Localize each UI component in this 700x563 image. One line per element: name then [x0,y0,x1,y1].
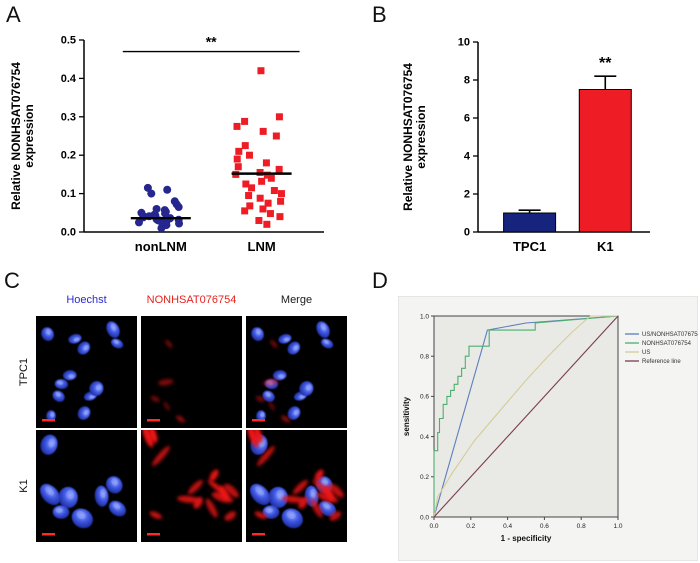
significance-stars: ** [599,55,612,72]
bar-TPC1: TPC1 [503,209,557,254]
micrograph-tpc1-nonhsat076754 [141,316,242,428]
svg-text:8: 8 [464,75,470,87]
scale-bar [252,419,265,422]
svg-text:0.6: 0.6 [540,523,549,530]
svg-text:Reference line: Reference line [642,359,681,365]
nuclei [41,321,124,422]
y-axis: 0.0 0.1 0.2 0.3 0.4 0.5 [61,35,324,239]
svg-text:0.5: 0.5 [61,35,76,47]
svg-text:10: 10 [458,37,470,49]
column-header-nonhsat076754: NONHSAT076754 [146,294,237,306]
svg-text:0.4: 0.4 [503,523,512,530]
scale-bar [42,533,55,536]
svg-text:0.1: 0.1 [61,188,76,200]
rna-signal [150,339,185,423]
roc-curve-us [433,315,618,518]
x-axis-title: 1 - specificity [501,534,552,543]
panel-a-label: A [6,2,21,27]
svg-text:6: 6 [464,113,470,125]
nuclei [251,321,334,422]
svg-text:0.4: 0.4 [61,73,77,85]
rna-signal [142,430,239,521]
svg-text:K1: K1 [597,239,614,254]
scale-bar [42,419,55,422]
legend: US/NONHSAT076754 NONHSAT076754 US Reference… [625,332,698,365]
scatter-plot-nonlnm-vs-lnm: 0.0 0.1 0.2 0.3 0.4 0.5 Relative NONHSAT076754… [10,34,324,254]
micrograph-k1-hoechst [36,430,137,542]
x-category-label: nonLNM [135,239,187,254]
micrograph-k1-nonhsat076754 [141,430,242,542]
column-header-merge: Merge [280,294,313,306]
svg-text:US/NONHSAT076754: US/NONHSAT076754 [642,332,698,338]
column-header-hoechst: Hoechst [66,294,107,306]
axes: 0.0 0.2 0.4 0.6 0.8 1.0 0.0 0.2 0.4 0.6 0.8 1.0 [420,313,623,530]
svg-text:NONHSAT076754: NONHSAT076754 [642,341,692,347]
bar-chart-tpc1-vs-k1: 0 2 4 6 8 10 Relative NONHSAT076754expression T… [401,37,650,254]
svg-text:0.0: 0.0 [429,523,438,530]
series-nonLNM [130,183,191,233]
panel-d-label: D [372,268,388,293]
svg-text:0.2: 0.2 [420,474,429,481]
panel-c-label: C [4,268,20,293]
svg-text:1.0: 1.0 [613,523,622,530]
svg-text:0.6: 0.6 [420,394,429,401]
micrograph-k1-merge [246,430,347,542]
svg-text:US: US [642,350,650,356]
svg-text:TPC1: TPC1 [513,239,546,254]
roc-curve-reference-line [433,315,619,518]
y-axis-title: Relative NONHSAT076754expression [401,63,428,211]
y-axis-title: Relative NONHSAT076754expression [10,62,36,210]
nuclei [250,434,336,529]
row-label-tpc1: TPC1 [18,357,30,387]
roc-curve-plot: 0.0 0.2 0.4 0.6 0.8 1.0 0.0 0.2 0.4 0.6 0.8 1.0 1 - … [398,296,698,561]
scale-bar [147,533,160,536]
micrograph-tpc1-merge [246,316,347,428]
bar-K1: K1 [578,75,632,254]
row-label-k1: K1 [18,479,30,493]
svg-text:0.2: 0.2 [466,523,475,530]
roc-curve-nonhsat076754 [433,315,619,517]
svg-defs [0,0,1,1]
svg-text:0.3: 0.3 [61,111,76,123]
nuclei [40,434,126,529]
micrograph-tpc1-hoechst [36,316,137,428]
scale-bar [252,533,265,536]
scale-bar [147,419,160,422]
rna-signal [247,430,344,521]
svg-text:0.8: 0.8 [577,523,586,530]
svg-text:4: 4 [464,151,471,163]
svg-text:0.4: 0.4 [420,434,429,441]
series-LNM [231,67,292,228]
svg-text:1.0: 1.0 [420,313,429,320]
svg-text:0.2: 0.2 [61,150,76,162]
y-axis-title: sensitivity [402,396,411,436]
x-category-label: LNM [248,239,276,254]
svg-text:0: 0 [464,227,470,239]
svg-text:2: 2 [464,189,470,201]
svg-text:0.8: 0.8 [420,354,429,361]
svg-text:0.0: 0.0 [61,227,76,239]
svg-text:0.0: 0.0 [420,514,429,521]
panel-b-label: B [372,2,387,27]
rna-signal [255,339,290,423]
significance-stars: ** [206,34,217,50]
